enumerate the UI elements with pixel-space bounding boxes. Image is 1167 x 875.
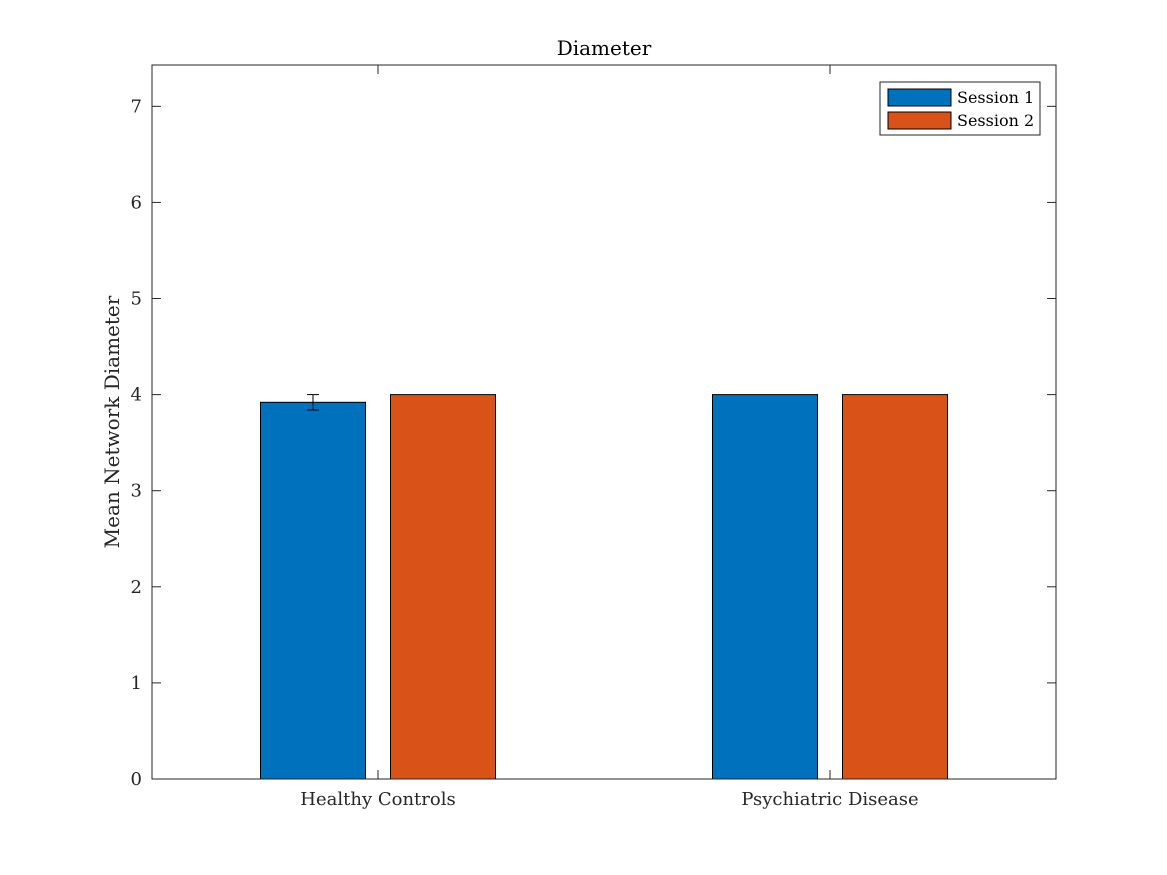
legend-swatch-session-2 bbox=[888, 112, 951, 129]
x-tick-label: Psychiatric Disease bbox=[741, 789, 918, 810]
y-axis-label: Mean Network Diameter bbox=[100, 295, 124, 548]
y-tick-label: 4 bbox=[131, 385, 142, 406]
y-tick-label: 5 bbox=[131, 289, 142, 310]
chart-title: Diameter bbox=[557, 36, 652, 60]
bar-session-2-psychiatric-disease bbox=[843, 395, 948, 779]
legend-label-session-2: Session 2 bbox=[957, 111, 1034, 130]
y-tick-label: 1 bbox=[131, 673, 142, 694]
legend: Session 1 Session 2 bbox=[880, 82, 1040, 135]
bar-session-1-healthy-controls bbox=[261, 402, 366, 779]
y-tick-label: 2 bbox=[131, 577, 142, 598]
bars-layer bbox=[261, 395, 948, 779]
y-tick-label: 6 bbox=[131, 192, 142, 213]
bar-session-2-healthy-controls bbox=[391, 395, 496, 779]
legend-label-session-1: Session 1 bbox=[957, 88, 1034, 107]
y-tick-label: 7 bbox=[131, 96, 142, 117]
y-tick-label: 0 bbox=[131, 769, 142, 790]
legend-swatch-session-1 bbox=[888, 89, 951, 106]
bar-session-1-psychiatric-disease bbox=[713, 395, 818, 779]
x-tick-label: Healthy Controls bbox=[300, 789, 455, 810]
y-tick-label: 3 bbox=[131, 481, 142, 502]
